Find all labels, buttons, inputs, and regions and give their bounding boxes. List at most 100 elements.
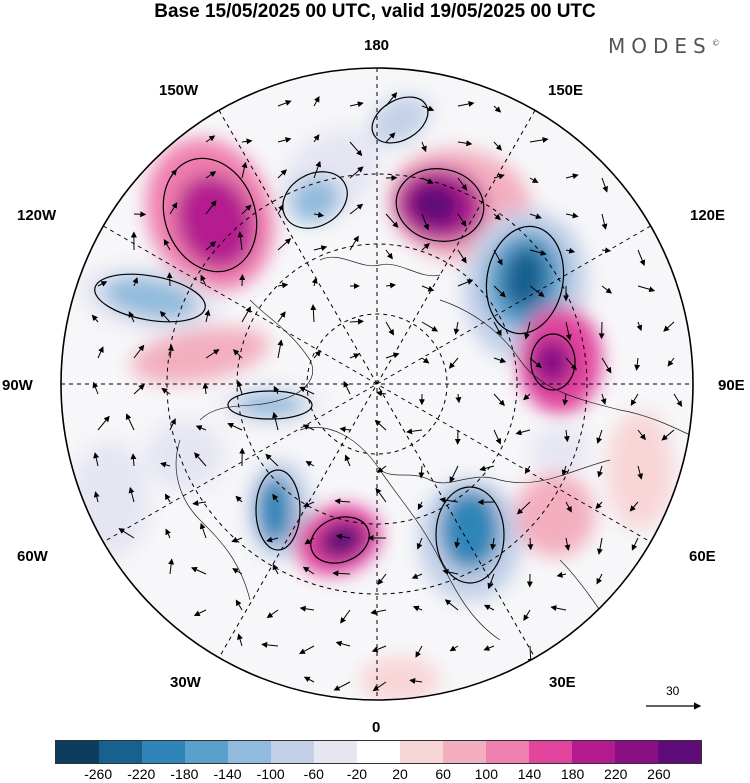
contour-line bbox=[435, 486, 505, 584]
wind-vector-arrow bbox=[235, 495, 243, 503]
anomaly-region bbox=[370, 95, 430, 145]
wind-vector-arrow bbox=[409, 678, 423, 684]
wind-vector-arrow bbox=[385, 352, 400, 359]
wind-vector-arrow bbox=[335, 640, 351, 647]
wind-vector-arrow bbox=[133, 384, 145, 395]
wind-vector-arrow bbox=[370, 609, 387, 615]
wind-vector-arrow bbox=[204, 309, 211, 323]
lon-label-120w: 120W bbox=[17, 207, 57, 224]
wind-vector-arrow bbox=[374, 419, 387, 431]
colorbar-tick-label: -20 bbox=[346, 766, 368, 782]
wind-vector-arrow bbox=[418, 465, 425, 479]
anomaly-region bbox=[515, 473, 595, 557]
wind-vector-arrow bbox=[241, 306, 251, 323]
wind-vector-arrow bbox=[385, 282, 397, 289]
anomaly-region bbox=[70, 440, 150, 560]
anomaly-region bbox=[145, 419, 225, 491]
colorbar-tick-label: -60 bbox=[303, 766, 324, 782]
wind-vector-arrow bbox=[529, 249, 547, 256]
wind-vector-arrow bbox=[457, 249, 467, 264]
wind-vector-arrow bbox=[302, 501, 315, 508]
wind-vector-arrow bbox=[97, 346, 104, 359]
anomaly-region bbox=[606, 410, 674, 530]
wind-vector-arrow bbox=[277, 137, 292, 143]
lon-label-60w: 60W bbox=[17, 548, 48, 565]
contour-line bbox=[395, 168, 485, 242]
wind-vector-arrow bbox=[377, 573, 387, 586]
wind-vector-arrow bbox=[375, 487, 387, 503]
wind-vector-arrow bbox=[529, 357, 542, 369]
wind-vector-arrow bbox=[493, 105, 502, 113]
reference-vector-label: 30 bbox=[666, 684, 680, 698]
wind-vector-arrow bbox=[439, 497, 459, 504]
wind-vector-arrow bbox=[448, 357, 459, 369]
lon-label-30w: 30W bbox=[170, 674, 201, 691]
wind-vector-arrow bbox=[277, 169, 287, 179]
wind-vector-arrow bbox=[565, 173, 579, 180]
wind-vector-arrow bbox=[637, 465, 644, 480]
colorbar-swatch bbox=[529, 741, 572, 763]
wind-vector-arrow bbox=[205, 349, 220, 359]
wind-vector-arrow bbox=[667, 357, 675, 367]
wind-vector-arrow bbox=[376, 465, 387, 474]
wind-vector-arrow bbox=[302, 424, 315, 431]
wind-vector-arrow bbox=[601, 285, 613, 294]
wind-vector-arrow bbox=[406, 428, 423, 435]
wind-vector-arrow bbox=[169, 202, 178, 215]
contour-line bbox=[255, 469, 301, 551]
anomaly-region bbox=[530, 426, 590, 474]
wind-vector-arrow bbox=[673, 393, 683, 407]
wind-vector-arrow bbox=[483, 604, 495, 611]
wind-vector-arrow bbox=[371, 645, 387, 653]
wind-vector-arrow bbox=[339, 426, 351, 433]
map-title: Base 15/05/2025 00 UTC, valid 19/05/2025… bbox=[154, 1, 596, 22]
contour-line bbox=[485, 225, 565, 335]
wind-vector-arrow bbox=[565, 321, 572, 341]
anomaly-region bbox=[360, 656, 440, 700]
wind-vector-arrow bbox=[241, 204, 252, 215]
wind-vector-arrow bbox=[265, 453, 279, 467]
anomaly-region bbox=[236, 393, 304, 417]
wind-vector-arrow bbox=[237, 231, 244, 251]
wind-vector-arrow bbox=[421, 105, 435, 112]
wind-vector-arrow bbox=[493, 357, 507, 364]
wind-vector-arrow bbox=[334, 498, 351, 505]
wind-vector-arrow bbox=[231, 537, 243, 543]
colorbar-swatch bbox=[56, 741, 99, 763]
wind-vector-arrow bbox=[449, 645, 459, 652]
contour-line bbox=[227, 390, 313, 420]
wind-vector-arrow bbox=[457, 177, 468, 191]
wind-vector-arrow bbox=[527, 537, 534, 551]
wind-vector-arrow bbox=[565, 501, 572, 513]
wind-vector-arrow bbox=[529, 136, 549, 143]
wind-vector-arrow bbox=[199, 522, 207, 539]
wind-vector-arrow bbox=[311, 277, 318, 287]
wind-vector-arrow bbox=[92, 381, 99, 395]
wind-vector-arrow bbox=[236, 380, 243, 395]
anomaly-region bbox=[532, 338, 572, 386]
wind-vector-arrow bbox=[302, 566, 315, 575]
colorbar-tick-label: -100 bbox=[256, 766, 285, 782]
wind-vector-arrow bbox=[457, 213, 467, 227]
wind-vector-arrow bbox=[313, 95, 320, 107]
wind-vector-arrow bbox=[487, 573, 495, 590]
coastline bbox=[299, 427, 501, 641]
wind-vector-arrow bbox=[412, 605, 423, 612]
copyright-mark: © bbox=[711, 38, 720, 48]
wind-vector-arrow bbox=[344, 454, 351, 467]
wind-vector-arrow bbox=[299, 605, 315, 612]
wind-vector-arrow bbox=[411, 573, 423, 579]
wind-vector-arrow bbox=[629, 501, 639, 512]
modes-logo-text: MODES bbox=[608, 34, 712, 58]
wind-vector-arrow bbox=[237, 633, 243, 647]
wind-vector-arrow bbox=[550, 605, 567, 612]
wind-vector-arrow bbox=[266, 536, 279, 543]
colorbar-swatch bbox=[615, 741, 658, 763]
wind-vector-arrow bbox=[332, 570, 351, 577]
wind-vector-arrow bbox=[636, 321, 643, 332]
wind-vector-arrow bbox=[272, 411, 279, 431]
wind-vector-arrow bbox=[235, 599, 243, 611]
wind-vector-arrow bbox=[299, 386, 315, 395]
colorbar-swatch bbox=[142, 741, 185, 763]
lon-label-0: 0 bbox=[372, 719, 381, 736]
